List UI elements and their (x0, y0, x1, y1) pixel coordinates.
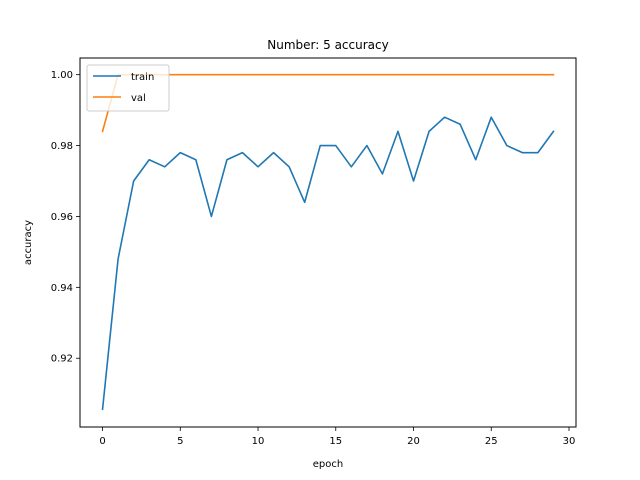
chart-title: Number: 5 accuracy (267, 38, 388, 52)
x-tick-label: 15 (329, 436, 342, 447)
y-axis-ticks: 0.92 0.94 0.96 0.98 1.00 (51, 70, 80, 365)
legend-label-train: train (131, 72, 154, 83)
y-tick-label: 0.96 (51, 212, 73, 223)
series-layer (101, 73, 555, 411)
legend-box (86, 64, 170, 112)
y-tick-label: 1.00 (51, 70, 73, 81)
x-axis-label: epoch (313, 459, 343, 470)
y-tick-label: 0.92 (51, 354, 73, 365)
x-tick-label: 10 (252, 436, 265, 447)
y-axis-label: accuracy (23, 220, 34, 265)
x-tick-label: 20 (407, 436, 420, 447)
x-tick-label: 25 (485, 436, 498, 447)
x-tick-label: 0 (99, 436, 105, 447)
plot-frame (79, 57, 577, 428)
series-line-train (101, 116, 555, 411)
series-line-val (101, 73, 555, 133)
x-axis-ticks: 0 5 10 15 20 25 30 (99, 427, 575, 447)
x-tick-label: 30 (563, 436, 576, 447)
legend-label-val: val (131, 93, 146, 104)
x-tick-label: 5 (177, 436, 183, 447)
legend: train val (86, 64, 170, 112)
y-tick-label: 0.98 (51, 141, 73, 152)
y-tick-label: 0.94 (51, 283, 73, 294)
